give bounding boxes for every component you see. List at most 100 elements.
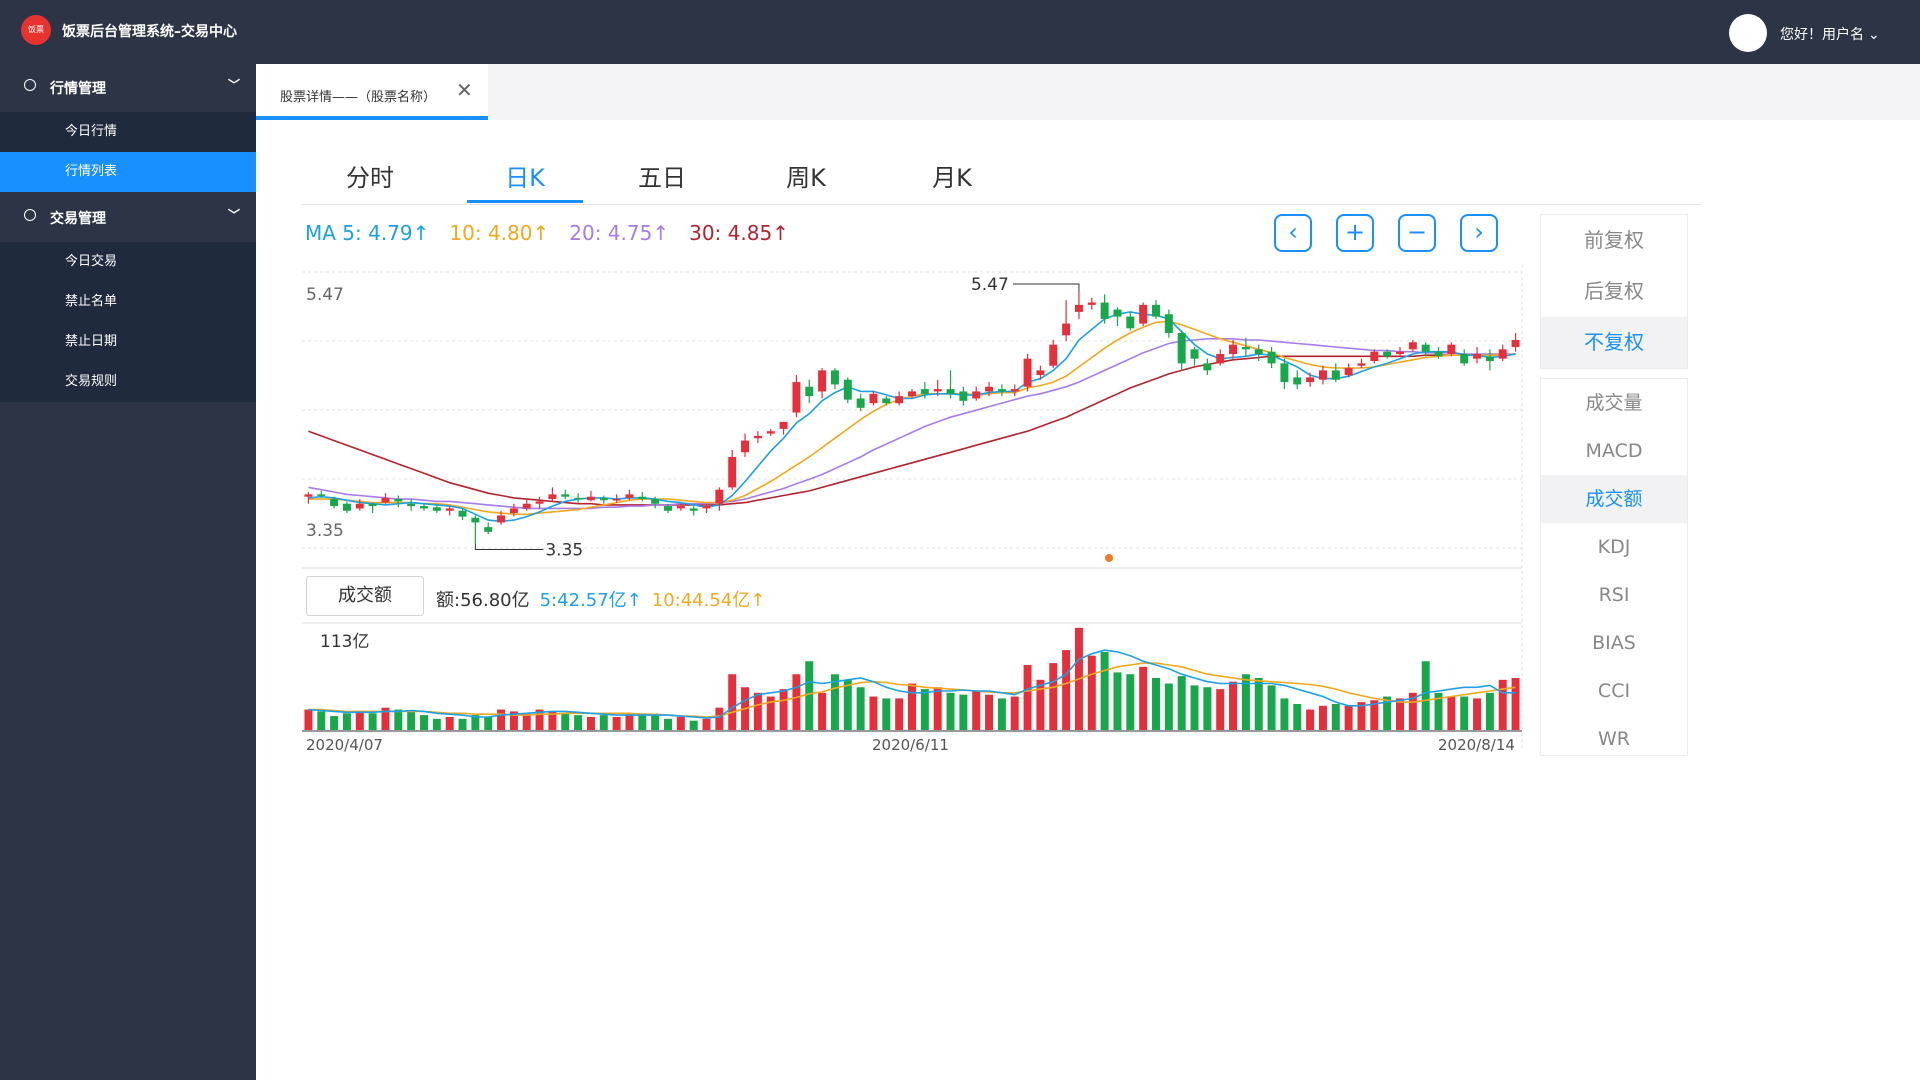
volume-bar xyxy=(561,713,570,730)
sidebar-item-ban-list[interactable]: 禁止名单 xyxy=(65,294,118,309)
candle xyxy=(702,506,711,509)
zoom-out-button[interactable]: − xyxy=(1398,214,1436,252)
amount-ma10: 10:44.54亿↑ xyxy=(651,590,766,611)
indicator-macd[interactable]: MACD xyxy=(1585,440,1643,462)
y-tick-label: 3.35 xyxy=(306,521,344,541)
sidebar-item-today-trade[interactable]: 今日交易 xyxy=(65,254,118,269)
candle xyxy=(882,398,891,404)
candle xyxy=(522,503,531,509)
zoom-in-button[interactable]: + xyxy=(1336,214,1374,252)
indicator-wr[interactable]: WR xyxy=(1598,728,1630,750)
candle xyxy=(471,517,480,523)
volume-bar xyxy=(304,709,313,730)
sidebar-item-trade-rules[interactable]: 交易规则 xyxy=(65,374,118,389)
candle xyxy=(1254,349,1263,354)
candle xyxy=(1036,370,1045,376)
tab-weekly-k[interactable]: 周K xyxy=(786,164,826,192)
candle xyxy=(1280,363,1289,383)
sidebar-group-market[interactable]: 行情管理 ﹀ xyxy=(0,64,256,109)
volume-bar xyxy=(959,694,968,730)
candle xyxy=(651,499,660,504)
candle xyxy=(1177,332,1186,364)
volume-bar xyxy=(1074,627,1083,730)
volume-bar xyxy=(471,715,480,730)
user-menu[interactable]: 您好！用户名 ⌄ xyxy=(1780,24,1880,44)
volume-bar xyxy=(1460,696,1469,730)
volume-bar xyxy=(394,709,403,730)
period-tabs: 分时 日K 五日 周K 月K xyxy=(301,150,1701,205)
sidebar-group-trade[interactable]: 交易管理 ﹀ xyxy=(0,194,256,239)
candle xyxy=(1357,363,1366,366)
candle xyxy=(1139,304,1148,324)
volume-bar xyxy=(548,711,557,730)
chevron-right-icon: › xyxy=(1474,218,1484,246)
volume-bar xyxy=(1370,700,1379,730)
candle xyxy=(420,506,428,509)
amount-ma5: 5:42.57亿↑ xyxy=(539,590,642,611)
ma10-line xyxy=(308,320,1516,516)
adjust-backward[interactable]: 后复权 xyxy=(1584,279,1644,303)
volume-bar xyxy=(1331,703,1340,730)
indicator-kdj[interactable]: KDJ xyxy=(1597,536,1631,558)
candle xyxy=(946,389,955,394)
sidebar-item-today-market[interactable]: 今日行情 xyxy=(65,124,118,139)
tab-five-day[interactable]: 五日 xyxy=(638,164,686,192)
candle xyxy=(484,527,493,532)
volume-bar xyxy=(497,709,506,730)
candle xyxy=(920,389,929,394)
volume-bar xyxy=(908,683,916,730)
indicator-panel: 成交量 MACD 成交额 KDJ RSI BIAS CCI WR xyxy=(1540,378,1688,756)
volume-bar xyxy=(1177,676,1186,730)
candle xyxy=(1062,323,1071,336)
candle xyxy=(985,386,994,392)
volume-bar xyxy=(522,713,531,730)
indicator-amount[interactable]: 成交额 xyxy=(1541,475,1687,523)
ma5-value: MA 5: 4.79↑ xyxy=(305,221,430,245)
candle xyxy=(1331,370,1340,380)
volume-bar xyxy=(856,687,865,730)
indicator-rsi[interactable]: RSI xyxy=(1598,584,1630,606)
candle xyxy=(779,421,788,429)
volume-bar xyxy=(509,711,518,730)
amount-button[interactable]: 成交额 xyxy=(306,576,424,616)
indicator-volume[interactable]: 成交量 xyxy=(1585,392,1643,414)
candle xyxy=(766,431,775,434)
candle xyxy=(792,382,801,413)
dashboard-icon xyxy=(24,209,36,221)
candle xyxy=(509,508,518,514)
tab-minute[interactable]: 分时 xyxy=(346,164,394,192)
adjust-none[interactable]: 不复权 xyxy=(1541,317,1687,368)
volume-bars xyxy=(304,627,1520,730)
avatar[interactable] xyxy=(1729,14,1767,52)
sidebar-item-ban-date[interactable]: 禁止日期 xyxy=(65,334,118,349)
chevron-left-icon: ‹ xyxy=(1288,218,1298,246)
volume-bar xyxy=(1241,674,1250,730)
volume-bar xyxy=(1473,698,1482,730)
indicator-bias[interactable]: BIAS xyxy=(1592,632,1636,654)
volume-bar xyxy=(1267,685,1276,730)
volume-bar xyxy=(612,716,621,730)
tab-monthly-k[interactable]: 月K xyxy=(932,164,972,192)
candle xyxy=(959,391,968,401)
volume-bar xyxy=(830,674,839,730)
candle xyxy=(818,370,827,392)
sidebar-item-market-list[interactable]: 行情列表 xyxy=(0,152,256,192)
volume-bar xyxy=(1280,698,1289,730)
adjust-forward[interactable]: 前复权 xyxy=(1584,228,1644,252)
ma30-line xyxy=(308,353,1516,506)
dashboard-icon xyxy=(24,79,36,91)
candle xyxy=(432,507,441,511)
prev-button[interactable]: ‹ xyxy=(1274,214,1312,252)
volume-bar xyxy=(869,696,878,730)
close-icon[interactable]: ✕ xyxy=(456,78,473,102)
candle xyxy=(1152,304,1160,317)
candle xyxy=(1434,351,1443,357)
indicator-cci[interactable]: CCI xyxy=(1597,680,1631,702)
candle xyxy=(908,391,916,397)
volume-bar xyxy=(1164,683,1173,730)
volume-bar xyxy=(1229,681,1238,730)
next-button[interactable]: › xyxy=(1460,214,1498,252)
tab-daily-k[interactable]: 日K xyxy=(505,164,545,192)
candle xyxy=(574,497,583,500)
tab-stock-detail[interactable]: 股票详情——（股票名称） ✕ xyxy=(256,64,488,120)
